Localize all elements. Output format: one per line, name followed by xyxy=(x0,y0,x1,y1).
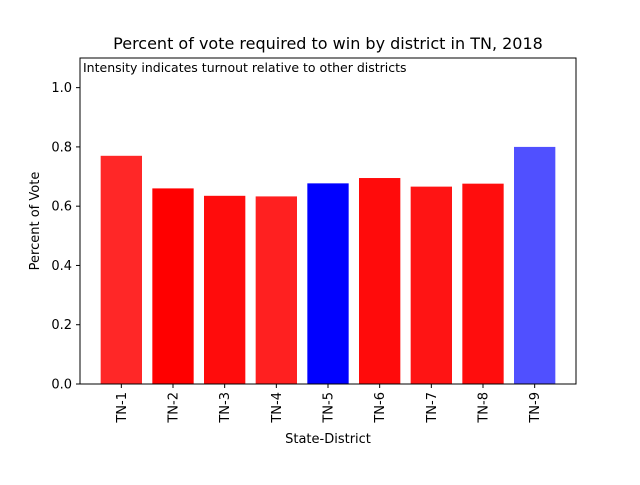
bar-tn-2 xyxy=(152,188,194,384)
y-tick-label: 0.4 xyxy=(51,259,72,274)
y-tick-label: 0.6 xyxy=(51,200,72,215)
chart-annotation: Intensity indicates turnout relative to … xyxy=(83,60,407,75)
x-tick-label: TN-5 xyxy=(322,392,337,424)
x-tick-label: TN-7 xyxy=(425,392,440,424)
bar-tn-3 xyxy=(204,195,246,384)
y-tick-label: 0.0 xyxy=(51,378,72,393)
x-axis-label: State-District xyxy=(285,432,371,447)
chart-title: Percent of vote required to win by distr… xyxy=(113,34,543,53)
bar-tn-6 xyxy=(359,178,401,384)
x-tick-label: TN-8 xyxy=(477,392,492,424)
bar-tn-4 xyxy=(255,196,297,384)
x-axis: TN-1 TN-2 TN-3 TN-4 TN-5 TN-6 TN-7 TN-8 TN-9 xyxy=(115,384,543,424)
x-tick-label: TN-6 xyxy=(373,392,388,424)
x-tick-label: TN-4 xyxy=(270,392,285,424)
x-tick-label: TN-9 xyxy=(528,392,543,424)
y-tick-label: 0.8 xyxy=(51,140,72,155)
y-tick-label: 0.2 xyxy=(51,318,72,333)
x-tick-label: TN-3 xyxy=(218,392,233,424)
bar-tn-8 xyxy=(462,183,504,384)
bar-tn-7 xyxy=(410,186,452,384)
y-tick-label: 1.0 xyxy=(51,81,72,96)
bars-group xyxy=(100,146,556,384)
bar-tn-9 xyxy=(514,146,556,384)
bar-tn-5 xyxy=(307,183,349,384)
y-axis: 0.0 0.2 0.4 0.6 0.8 1.0 xyxy=(51,81,80,393)
x-tick-label: TN-2 xyxy=(167,392,182,424)
bar-tn-1 xyxy=(100,155,142,384)
x-tick-label: TN-1 xyxy=(115,392,130,424)
y-axis-label: Percent of Vote xyxy=(28,172,43,271)
